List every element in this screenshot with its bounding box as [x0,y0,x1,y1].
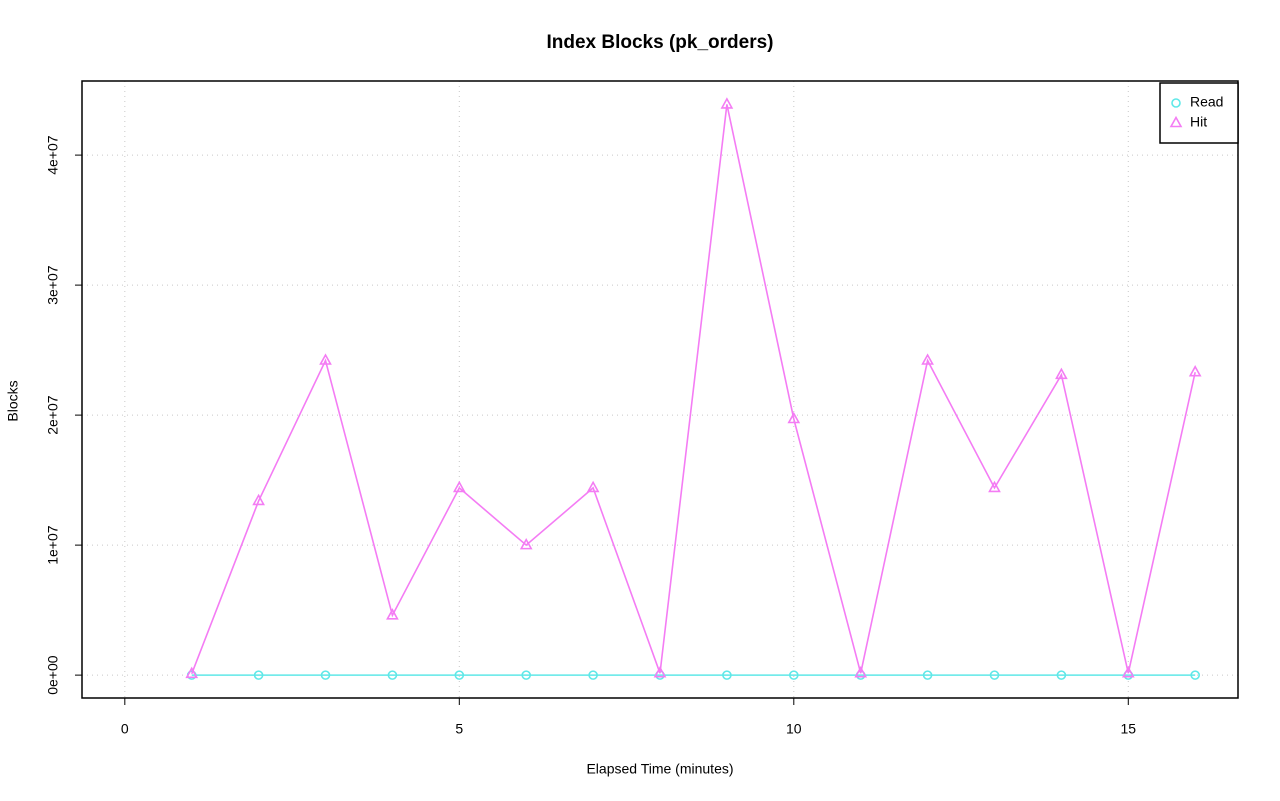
point [854,666,868,678]
point [319,353,332,365]
point [922,670,933,680]
y-axis-label: Blocks [5,380,21,421]
x-axis-label: Elapsed Time (minutes) [586,761,733,777]
point [185,666,199,679]
point [788,670,799,680]
x-tick-label: 15 [1120,721,1136,737]
point [722,670,732,680]
y-tick-label: 2e+07 [45,395,61,435]
point [252,493,265,506]
legend-label: Read [1190,94,1223,110]
point [1055,367,1068,380]
point [253,670,264,680]
legend-marker [1169,115,1183,128]
point [988,480,1001,493]
point [386,608,399,620]
x-tick-label: 0 [121,721,129,737]
point [454,670,465,680]
plot-frame [81,80,1239,699]
point [588,670,598,680]
x-tick-label: 10 [786,721,802,737]
point [989,670,1000,680]
point [519,537,533,550]
y-tick-label: 4e+07 [45,135,61,175]
legend-box [1159,82,1239,144]
point [1188,365,1202,377]
y-tick-label: 3e+07 [45,265,61,305]
point [1056,670,1067,680]
point [387,670,398,680]
point [1190,670,1200,680]
point [320,670,331,680]
point [653,666,667,678]
point [452,480,466,493]
series-line [190,104,1196,675]
point [521,670,532,680]
point [720,97,734,109]
point [1121,666,1135,678]
legend-label: Hit [1190,114,1207,130]
y-tick-label: 1e+07 [45,525,61,565]
point [787,411,801,424]
y-tick-label: 0e+00 [45,655,61,695]
point [921,353,934,365]
chart-title: Index Blocks (pk_orders) [546,32,773,53]
point [586,480,600,493]
x-tick-label: 5 [455,721,463,737]
legend-marker [1171,98,1181,108]
